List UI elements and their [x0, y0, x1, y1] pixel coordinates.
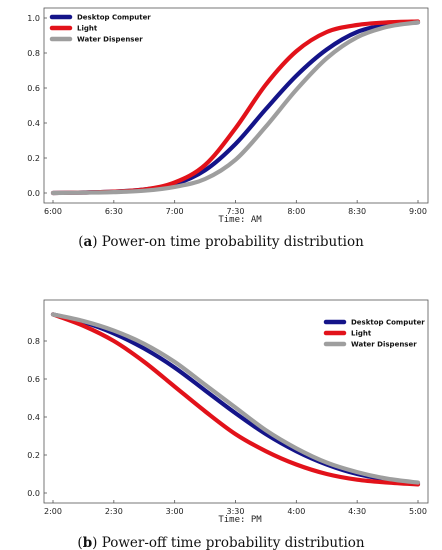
chart-power-on: 0.0 0.2 0.4 0.6 0.8 1.0 6:00 6:30 7:00 7:30 8:00 8:… [27, 7, 429, 250]
y-tick-label: 1.0 [27, 14, 40, 23]
chart-power-off: 0.0 0.2 0.4 0.6 0.8 2:00 2:30 3:00 3:30 4:00 4:30 5… [27, 299, 429, 550]
plot-frame [43, 7, 429, 204]
y-tick-label: 0.4 [27, 119, 40, 128]
y-tick-label: 0.6 [27, 375, 40, 384]
x-tick-label: 4:00 [287, 507, 305, 516]
y-tick-label: 0.2 [27, 154, 40, 163]
x-tick-label: 2:30 [105, 507, 123, 516]
x-tick-label: 8:30 [348, 207, 366, 216]
x-tick-label: 6:30 [105, 207, 123, 216]
figure-caption: (b) Power-off time probability distribut… [77, 535, 364, 550]
legend-label: Water Dispenser [77, 36, 143, 44]
series-line-water-dispenser [50, 312, 421, 485]
x-tick-label: 4:30 [348, 507, 366, 516]
series-line-desktop-computer [50, 20, 421, 196]
x-tick-label: 7:00 [166, 207, 184, 216]
x-tick-label: 2:00 [44, 507, 62, 516]
y-tick-label: 0.2 [27, 451, 40, 460]
x-tick-label: 3:00 [166, 507, 184, 516]
x-tick-label: 6:00 [44, 207, 62, 216]
legend-label: Light [351, 330, 372, 338]
x-axis-title: Time: PM [218, 515, 262, 525]
series-line-light [50, 312, 421, 487]
y-tick-label: 0.8 [27, 337, 40, 346]
y-tick-label: 0.8 [27, 49, 40, 58]
x-tick-label: 3:30 [227, 507, 245, 516]
legend-label: Light [77, 25, 98, 33]
y-tick-label: 0.4 [27, 413, 40, 422]
figure-caption: (a) Power-on time probability distributi… [78, 234, 364, 250]
y-tick-label: 0.0 [27, 489, 40, 498]
x-tick-label: 7:30 [227, 207, 245, 216]
plot-frame [43, 299, 429, 504]
x-tick-label: 8:00 [287, 207, 305, 216]
x-tick-label: 9:00 [409, 207, 427, 216]
y-tick-label: 0.6 [27, 84, 40, 93]
y-tick-label: 0.0 [27, 189, 40, 198]
series-line-water-dispenser [50, 20, 421, 196]
x-axis-title: Time: AM [218, 215, 262, 225]
x-tick-label: 5:00 [409, 507, 427, 516]
series-line-light [50, 19, 421, 196]
legend-label: Desktop Computer [77, 14, 151, 22]
legend-label: Desktop Computer [351, 319, 425, 327]
legend-label: Water Dispenser [351, 341, 417, 349]
